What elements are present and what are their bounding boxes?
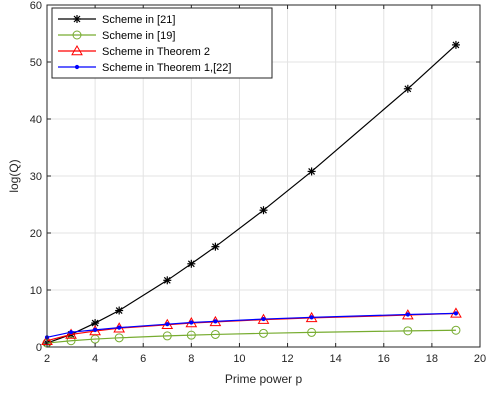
data-point (114, 333, 124, 343)
axes: 2 4 6 8 10 12 14 16 18 20 0 10 20 30 40 50 60 (30, 0, 486, 365)
legend-label: Scheme in Theorem 1,[22] (102, 62, 231, 74)
data-point (73, 15, 81, 23)
legend-label: Scheme in Theorem 2 (102, 46, 210, 58)
x-tick-label: 14 (330, 353, 342, 365)
legend-item: Scheme in [19] (58, 30, 175, 42)
data-point (259, 206, 268, 215)
legend-item: Scheme in [21] (58, 14, 175, 26)
data-point (259, 328, 268, 338)
legend-label: Scheme in [21] (102, 14, 175, 26)
y-tick-label: 40 (30, 114, 42, 126)
x-tick-label: 6 (140, 353, 146, 365)
x-tick-label: 4 (92, 353, 98, 365)
data-point (307, 327, 317, 337)
data-point (187, 259, 196, 268)
data-point (72, 30, 82, 40)
data-point (405, 312, 410, 317)
data-point (451, 40, 460, 49)
legend-item: Scheme in Theorem 1,[22] (58, 62, 231, 74)
data-point (117, 325, 122, 330)
data-point (213, 319, 218, 324)
x-tick-label: 18 (426, 353, 438, 365)
y-axis-label: log(Q) (7, 159, 21, 192)
x-tick-label: 8 (188, 353, 194, 365)
data-point (453, 311, 459, 316)
x-tick-label: 20 (474, 353, 486, 365)
data-point (74, 64, 80, 70)
data-point (309, 315, 314, 320)
series-4 (44, 311, 459, 340)
data-point (450, 307, 462, 318)
data-point (93, 327, 98, 332)
x-tick-label: 10 (233, 353, 245, 365)
data-point (210, 329, 220, 339)
data-point (186, 330, 196, 340)
data-point (307, 167, 316, 176)
x-tick-label: 2 (44, 353, 50, 365)
legend-label: Scheme in [19] (102, 30, 175, 42)
data-point (163, 276, 172, 285)
y-tick-label: 20 (30, 228, 42, 240)
legend-box (51, 7, 273, 79)
data-point (261, 316, 266, 322)
x-axis-label: Prime power p (225, 372, 303, 386)
y-tick-label: 60 (30, 0, 42, 12)
data-point (211, 242, 220, 251)
data-point (66, 336, 76, 346)
x-tick-label: 16 (378, 353, 390, 365)
data-point (165, 322, 170, 327)
y-tick-label: 0 (36, 342, 42, 354)
data-point (403, 84, 412, 93)
data-point (403, 326, 413, 336)
x-tick-label: 12 (281, 353, 293, 365)
data-point (189, 320, 194, 325)
y-tick-label: 50 (30, 57, 42, 69)
data-point (68, 330, 74, 335)
series-2 (42, 325, 461, 348)
data-point (65, 328, 77, 339)
data-point (115, 306, 124, 315)
legend-item: Scheme in Theorem 2 (58, 44, 210, 58)
data-point (71, 44, 83, 56)
legend: Scheme in [21] Scheme in [19] Scheme in Th… (51, 7, 273, 79)
data-point (451, 325, 461, 335)
data-point (162, 331, 172, 341)
y-tick-label: 30 (30, 171, 42, 183)
y-tick-label: 10 (30, 285, 42, 297)
series-line (46, 329, 456, 344)
